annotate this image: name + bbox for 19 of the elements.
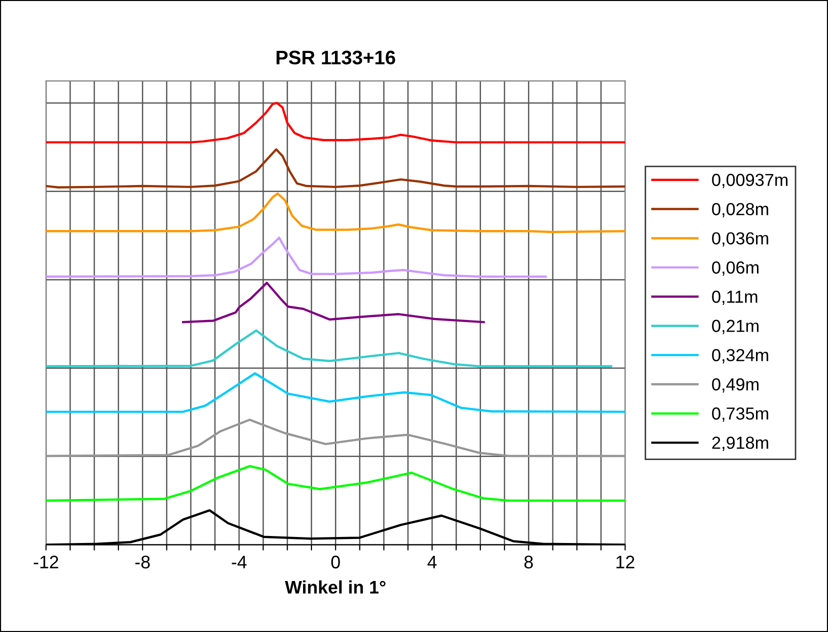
chart-title: PSR 1133+16 (276, 50, 396, 64)
x-tick-label: 12 (616, 556, 634, 568)
legend-label: 2,918m (712, 436, 768, 451)
legend-label: 0,21m (712, 320, 758, 334)
x-tick-label: -12 (34, 556, 58, 568)
x-axis-title: Winkel in 1° (284, 580, 386, 594)
legend-label: 0,735m (712, 407, 768, 422)
legend-label: 0,06m (712, 261, 758, 276)
x-tick-label: 0 (331, 556, 340, 568)
x-tick-label: 8 (524, 556, 533, 568)
legend-label: 0,00937m (712, 174, 788, 188)
legend-label: 0,036m (712, 232, 768, 247)
legend-label: 0,11m (712, 290, 758, 305)
legend-label: 0,49m (712, 378, 758, 393)
legend-label: 0,324m (712, 349, 768, 364)
x-tick-label: -8 (135, 556, 150, 568)
x-tick-label: -4 (232, 556, 247, 568)
x-tick-label: 4 (428, 556, 437, 568)
legend-label: 0,028m (712, 202, 768, 218)
